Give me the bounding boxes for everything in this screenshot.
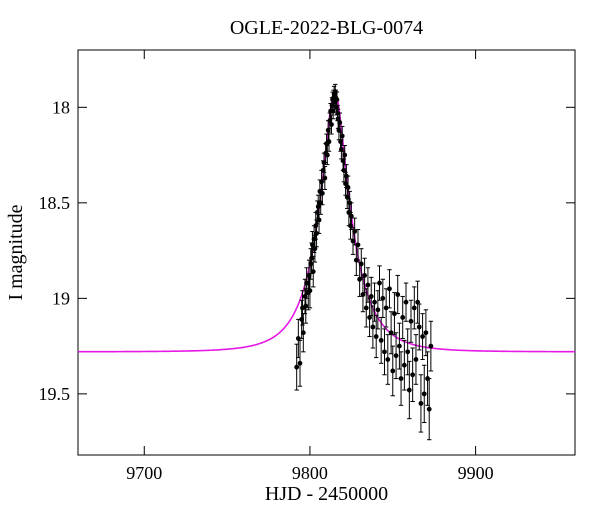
data-point bbox=[370, 325, 375, 330]
data-point bbox=[422, 391, 427, 396]
data-point bbox=[397, 344, 402, 349]
data-point bbox=[340, 134, 345, 139]
data-point bbox=[301, 330, 306, 335]
data-point bbox=[387, 286, 392, 291]
data-point bbox=[337, 120, 342, 125]
lightcurve-chart: OGLE-2022-BLG-0074 HJD - 2450000 I magnitu… bbox=[0, 0, 600, 512]
data-point bbox=[320, 191, 325, 196]
data-point bbox=[374, 334, 379, 339]
y-tick-label: 19 bbox=[52, 288, 70, 308]
data-point bbox=[428, 344, 433, 349]
data-point bbox=[379, 338, 384, 343]
data-point bbox=[420, 334, 425, 339]
data-point bbox=[308, 262, 313, 267]
data-point bbox=[404, 300, 409, 305]
chart-container: OGLE-2022-BLG-0074 HJD - 2450000 I magnitu… bbox=[0, 0, 600, 512]
data-point bbox=[380, 296, 385, 301]
data-point bbox=[359, 262, 364, 267]
data-point bbox=[325, 153, 330, 158]
data-point bbox=[419, 401, 424, 406]
data-point bbox=[409, 319, 414, 324]
data-point bbox=[385, 357, 390, 362]
data-point bbox=[407, 388, 412, 393]
data-point bbox=[298, 361, 303, 366]
data-point bbox=[369, 294, 374, 299]
chart-title: OGLE-2022-BLG-0074 bbox=[230, 17, 423, 39]
x-tick-label: 9900 bbox=[458, 463, 494, 483]
data-point bbox=[390, 369, 395, 374]
data-point bbox=[372, 300, 377, 305]
data-point bbox=[329, 122, 334, 127]
data-point bbox=[356, 242, 361, 247]
data-point bbox=[308, 288, 313, 293]
y-tick-label: 18.5 bbox=[39, 193, 71, 213]
data-point bbox=[412, 306, 417, 311]
data-point bbox=[414, 357, 419, 362]
data-point bbox=[327, 139, 332, 144]
data-point bbox=[400, 315, 405, 320]
data-point bbox=[402, 363, 407, 368]
data-point bbox=[377, 281, 382, 286]
data-point bbox=[394, 353, 399, 358]
data-point bbox=[427, 407, 432, 412]
x-axis-label: HJD - 2450000 bbox=[265, 483, 388, 505]
data-point bbox=[294, 365, 299, 370]
data-point bbox=[417, 325, 422, 330]
data-point bbox=[364, 306, 369, 311]
y-tick-label: 18 bbox=[52, 97, 70, 117]
data-point bbox=[362, 273, 367, 278]
data-point bbox=[317, 218, 322, 223]
data-point bbox=[424, 330, 429, 335]
data-point bbox=[375, 307, 380, 312]
data-point bbox=[335, 97, 340, 102]
data-point bbox=[382, 349, 387, 354]
y-tick-label: 19.5 bbox=[39, 384, 71, 404]
data-point bbox=[366, 283, 371, 288]
data-point bbox=[303, 304, 308, 309]
data-point bbox=[405, 349, 410, 354]
data-point bbox=[311, 269, 316, 274]
x-tick-label: 9700 bbox=[126, 463, 162, 483]
y-axis-label: I magnitude bbox=[5, 204, 27, 300]
plot-frame bbox=[78, 50, 575, 455]
data-point bbox=[410, 372, 415, 377]
data-point bbox=[346, 185, 351, 190]
x-tick-label: 9800 bbox=[292, 463, 328, 483]
data-point bbox=[342, 153, 347, 158]
data-point bbox=[395, 292, 400, 297]
data-point bbox=[399, 376, 404, 381]
data-point bbox=[322, 176, 327, 181]
